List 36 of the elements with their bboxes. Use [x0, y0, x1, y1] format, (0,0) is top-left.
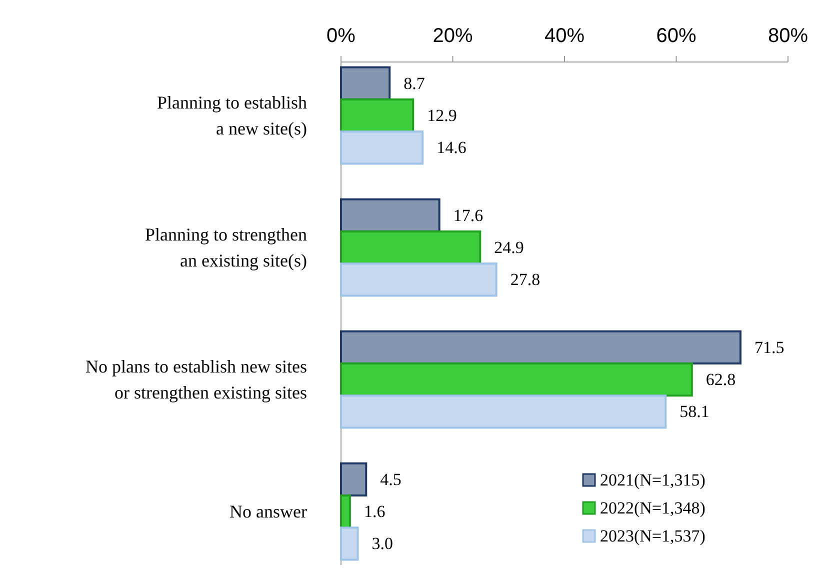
y-tick-label: Planning to strengthen an existing site(s): [145, 224, 307, 270]
y-tick-label: No plans to establish new sites or strengthen existing sites: [86, 356, 307, 403]
text: 62.8: [706, 370, 736, 390]
text: 27.8: [510, 270, 540, 290]
bar: [340, 262, 498, 297]
bar: [340, 462, 368, 496]
text: 14.6: [436, 138, 466, 158]
x-tick-label: 20%: [432, 25, 473, 47]
text: 3.0: [372, 534, 394, 554]
y-tick-label: No answer: [230, 502, 307, 522]
legend-label: 2022(N=1,348): [600, 498, 706, 518]
bar: [340, 494, 351, 529]
text: 17.6: [453, 206, 484, 225]
y-tick-label: Planning to establish a new site(s): [157, 92, 308, 138]
legend-label: 2023(N=1,537): [600, 526, 706, 546]
x-tick-label: 60%: [656, 25, 696, 47]
text: 71.5: [754, 338, 784, 357]
text: 1.6: [364, 502, 386, 522]
text: 58.1: [680, 402, 710, 422]
bar: [340, 230, 482, 265]
x-tick-label: 40%: [544, 25, 585, 47]
text: 4.5: [380, 470, 402, 489]
bar: [340, 130, 424, 165]
bar: [340, 198, 440, 232]
legend-label: 2021(N=1,315): [600, 470, 706, 490]
x-tick-label: 80%: [768, 25, 808, 47]
x-tick-label: 0%: [326, 25, 356, 47]
bar: [340, 98, 414, 133]
bar: [340, 394, 667, 429]
text: 8.7: [404, 74, 425, 93]
bar: [340, 66, 391, 100]
text: 12.9: [427, 106, 457, 125]
bar: [340, 526, 359, 561]
text: 24.9: [494, 238, 524, 257]
bar: [340, 362, 693, 397]
bar: [340, 330, 742, 364]
